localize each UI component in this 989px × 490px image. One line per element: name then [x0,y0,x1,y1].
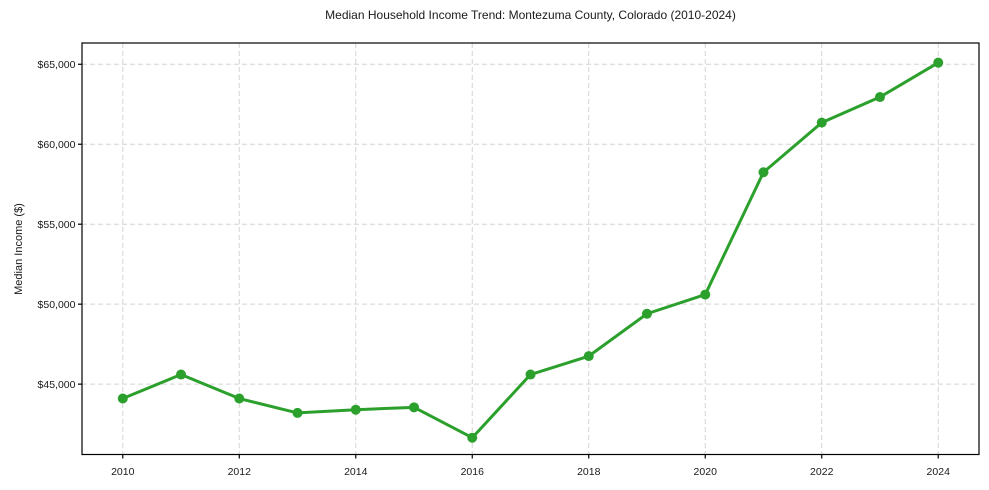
data-point-2024 [933,57,944,68]
y-tick-labels: $45,000 $50,000 $55,000 $60,000 $65,000 [38,59,76,391]
data-point-2016 [467,432,478,443]
data-point-2015 [409,402,420,413]
axis-ticks [78,63,939,459]
data-point-2018 [583,351,594,362]
x-tick-label: 2022 [810,466,834,478]
grid-lines [82,43,979,455]
y-tick-label: $65,000 [38,59,76,71]
data-point-2017 [525,369,536,380]
income-trend-line [121,61,940,440]
x-tick-label: 2016 [461,466,485,478]
data-point-2021 [758,167,769,178]
y-tick-label: $60,000 [38,139,76,151]
x-tick-label: 2020 [694,466,718,478]
y-tick-label: $45,000 [38,379,76,391]
data-point-2022 [816,117,827,128]
data-point-2013 [292,407,303,418]
data-point-2020 [700,289,711,300]
data-point-2023 [874,92,885,103]
data-point-2019 [641,308,652,319]
data-point-2012 [234,393,245,404]
y-tick-label: $50,000 [38,299,76,311]
data-points [117,57,944,443]
x-tick-label: 2024 [927,466,951,478]
x-tick-label: 2018 [577,466,601,478]
data-point-2011 [176,369,187,380]
y-tick-label: $55,000 [38,219,76,231]
income-line-group [121,61,940,440]
chart-title: Median Household Income Trend: Montezuma… [325,8,736,22]
x-tick-label: 2010 [111,466,135,478]
x-tick-label: 2014 [344,466,368,478]
data-point-2010 [117,393,128,404]
plot-border [81,42,980,456]
x-tick-label: 2012 [228,466,252,478]
x-tick-labels: 2010 2012 2014 2016 2018 2020 2022 2024 [111,466,950,478]
data-point-2014 [350,404,361,415]
